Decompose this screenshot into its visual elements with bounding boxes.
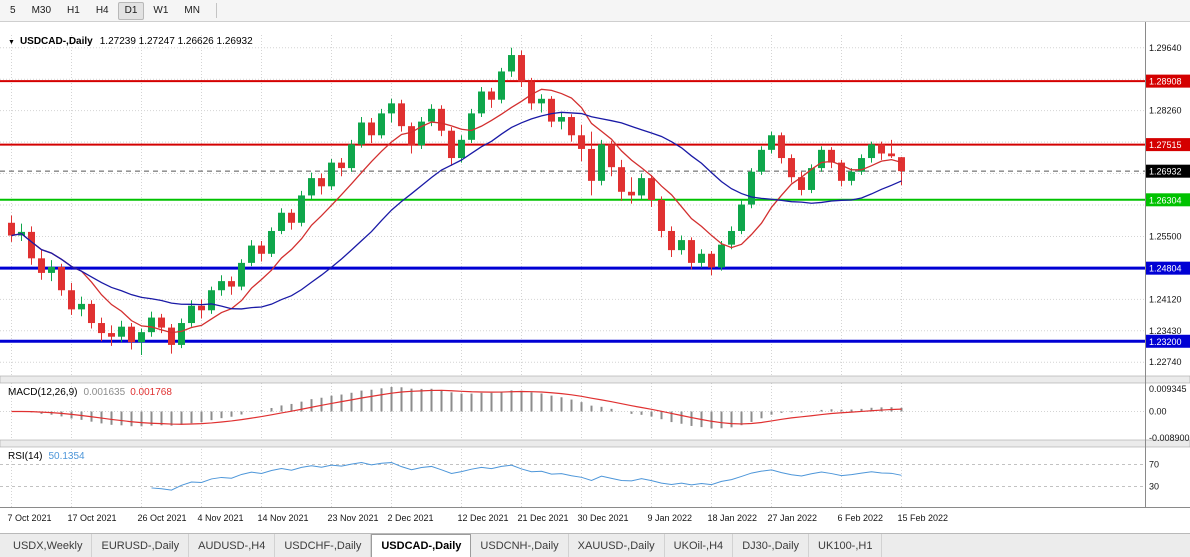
chart-tab-xauusd-daily[interactable]: XAUUSD-,Daily: [569, 534, 665, 557]
macd-main-value: 0.001635: [83, 387, 125, 398]
time-axis-label: 7 Oct 2021: [8, 513, 52, 523]
chart-tab-eurusd-daily[interactable]: EURUSD-,Daily: [92, 534, 190, 557]
time-axis-label: 30 Dec 2021: [578, 513, 629, 523]
grid-lines: [0, 35, 1145, 507]
price-axis-label: 1.23430: [1149, 326, 1182, 336]
time-axis-label: 21 Dec 2021: [518, 513, 569, 523]
ma-fast-line: [11, 88, 902, 334]
panel-divider[interactable]: [0, 439, 1190, 448]
timeframe-button-h1[interactable]: H1: [67, 4, 80, 16]
time-axis-label: 23 Nov 2021: [328, 513, 379, 523]
chart-ohlc-values: 1.27239 1.27247 1.26626 1.26932: [100, 36, 253, 47]
ma-slow-line: [11, 111, 902, 310]
indicator-axis-label: 30: [1149, 482, 1159, 492]
indicator-axis-label: 70: [1149, 460, 1159, 470]
price-badge: [1146, 334, 1190, 348]
time-axis-label: 12 Dec 2021: [458, 513, 509, 523]
chart-canvas[interactable]: 1.29640 1.28260 1.25500 1.24120 1.23430 1.227…: [0, 22, 1190, 533]
candlesticks: [8, 47, 905, 355]
timeframe-toolbar: 5 M30 H1 H4 D1 W1 MN: [0, 0, 1190, 22]
chart-tab-dj30-daily[interactable]: DJ30-,Daily: [733, 534, 810, 557]
time-axis-label: 27 Jan 2022: [768, 513, 818, 523]
time-axis-label: 6 Feb 2022: [838, 513, 884, 523]
panel-divider[interactable]: [0, 375, 1190, 384]
chart-tab-usdcnh-daily[interactable]: USDCNH-,Daily: [471, 534, 569, 557]
macd-signal-value: 0.001768: [130, 387, 172, 398]
time-axis-label: 17 Oct 2021: [68, 513, 117, 523]
timeframe-button-mn[interactable]: MN: [184, 4, 200, 16]
moving-average-lines: [11, 88, 902, 334]
horizontal-level-lines[interactable]: [0, 80, 1145, 343]
price-axis-label: 1.29640: [1149, 43, 1182, 53]
price-badge: [1146, 164, 1190, 178]
macd-indicator: [0, 387, 1145, 429]
macd-panel-label: MACD(12,26,9) 0.001635 0.001768: [8, 387, 172, 398]
indicator-axis-label: -0.008900: [1149, 433, 1190, 443]
price-badge-label: 1.23200: [1149, 337, 1182, 347]
chart-title: ▼ USDCAD-,Daily 1.27239 1.27247 1.26626 1.…: [8, 36, 253, 47]
timeframe-button-d1[interactable]: D1: [117, 1, 145, 20]
toolbar-separator: [215, 3, 217, 18]
collapse-arrow-icon[interactable]: ▼: [8, 39, 15, 46]
time-axis-label: 15 Feb 2022: [898, 513, 949, 523]
chart-tab-bar: USDX,Weekly EURUSD-,Daily AUDUSD-,H4 USDCHF…: [0, 533, 1190, 557]
price-badge-label: 1.27515: [1149, 140, 1182, 150]
rsi-indicator: [0, 462, 1145, 491]
chart-tab-usdchf-daily[interactable]: USDCHF-,Daily: [275, 534, 372, 557]
axes[interactable]: 1.29640 1.28260 1.25500 1.24120 1.23430 1.227…: [0, 22, 1190, 523]
timeframe-button-m30[interactable]: M30: [31, 4, 52, 16]
chart-window: 1.29640 1.28260 1.25500 1.24120 1.23430 1.227…: [0, 22, 1190, 533]
price-axis-label: 1.22740: [1149, 357, 1182, 367]
rsi-panel-label: RSI(14) 50.1354: [8, 451, 85, 462]
price-badge-label: 1.24804: [1149, 264, 1182, 274]
macd-signal-line: [11, 389, 902, 425]
chart-tab-audusd-h4[interactable]: AUDUSD-,H4: [189, 534, 276, 557]
price-badge: [1146, 261, 1190, 275]
price-badge-label: 1.28908: [1149, 77, 1182, 87]
price-axis-label: 1.24120: [1149, 294, 1182, 304]
indicator-axis-label: 0.009345: [1149, 384, 1187, 394]
timeframe-button-w1[interactable]: W1: [153, 4, 169, 16]
price-badge: [1146, 74, 1190, 88]
chart-symbol-label: USDCAD-,Daily: [20, 36, 93, 47]
price-badge-label: 1.26932: [1149, 167, 1182, 177]
rsi-line: [151, 462, 902, 491]
time-axis-label: 2 Dec 2021: [388, 513, 434, 523]
macd-name: MACD(12,26,9): [8, 387, 77, 398]
chart-tab-ukoil-h4[interactable]: UKOil-,H4: [665, 534, 734, 557]
timeframe-button-5[interactable]: 5: [10, 4, 16, 16]
chart-tab-uk100-h1[interactable]: UK100-,H1: [809, 534, 883, 557]
price-axis-label: 1.25500: [1149, 231, 1182, 241]
panel-dividers[interactable]: [0, 375, 1190, 448]
price-axis-label: 1.28260: [1149, 106, 1182, 116]
indicator-axis-label: 0.00: [1149, 407, 1167, 417]
time-axis-label: 26 Oct 2021: [138, 513, 187, 523]
time-axis-label: 14 Nov 2021: [258, 513, 309, 523]
price-badge-label: 1.26304: [1149, 195, 1182, 205]
time-axis-label: 4 Nov 2021: [198, 513, 244, 523]
chart-tab-usdcad-daily[interactable]: USDCAD-,Daily: [371, 534, 472, 557]
time-axis-label: 18 Jan 2022: [708, 513, 758, 523]
rsi-name: RSI(14): [8, 451, 42, 462]
chart-tab-usdx-weekly[interactable]: USDX,Weekly: [4, 534, 93, 557]
rsi-value: 50.1354: [48, 451, 85, 462]
price-badge: [1146, 138, 1190, 152]
timeframe-button-h4[interactable]: H4: [95, 4, 109, 16]
time-axis-label: 9 Jan 2022: [648, 513, 693, 523]
price-badge: [1146, 193, 1190, 207]
